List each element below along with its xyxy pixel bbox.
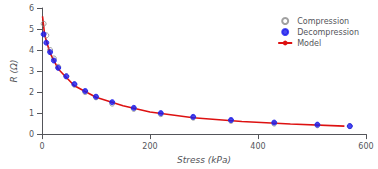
svg-text:0: 0 bbox=[39, 142, 44, 151]
svg-text:600: 600 bbox=[358, 142, 373, 151]
svg-text:Compression: Compression bbox=[297, 17, 349, 26]
svg-text:Decompression: Decompression bbox=[297, 28, 359, 37]
svg-text:0: 0 bbox=[29, 130, 34, 139]
svg-text:5: 5 bbox=[29, 25, 34, 34]
svg-text:3: 3 bbox=[29, 67, 34, 76]
svg-text:Model: Model bbox=[297, 39, 321, 48]
svg-text:R (Ω): R (Ω) bbox=[9, 60, 19, 83]
svg-text:4: 4 bbox=[29, 46, 34, 55]
svg-text:200: 200 bbox=[142, 142, 157, 151]
svg-text:2: 2 bbox=[29, 88, 34, 97]
svg-text:6: 6 bbox=[29, 4, 34, 13]
svg-text:1: 1 bbox=[29, 109, 34, 118]
svg-text:Stress (kPa): Stress (kPa) bbox=[177, 155, 231, 165]
svg-text:400: 400 bbox=[250, 142, 265, 151]
